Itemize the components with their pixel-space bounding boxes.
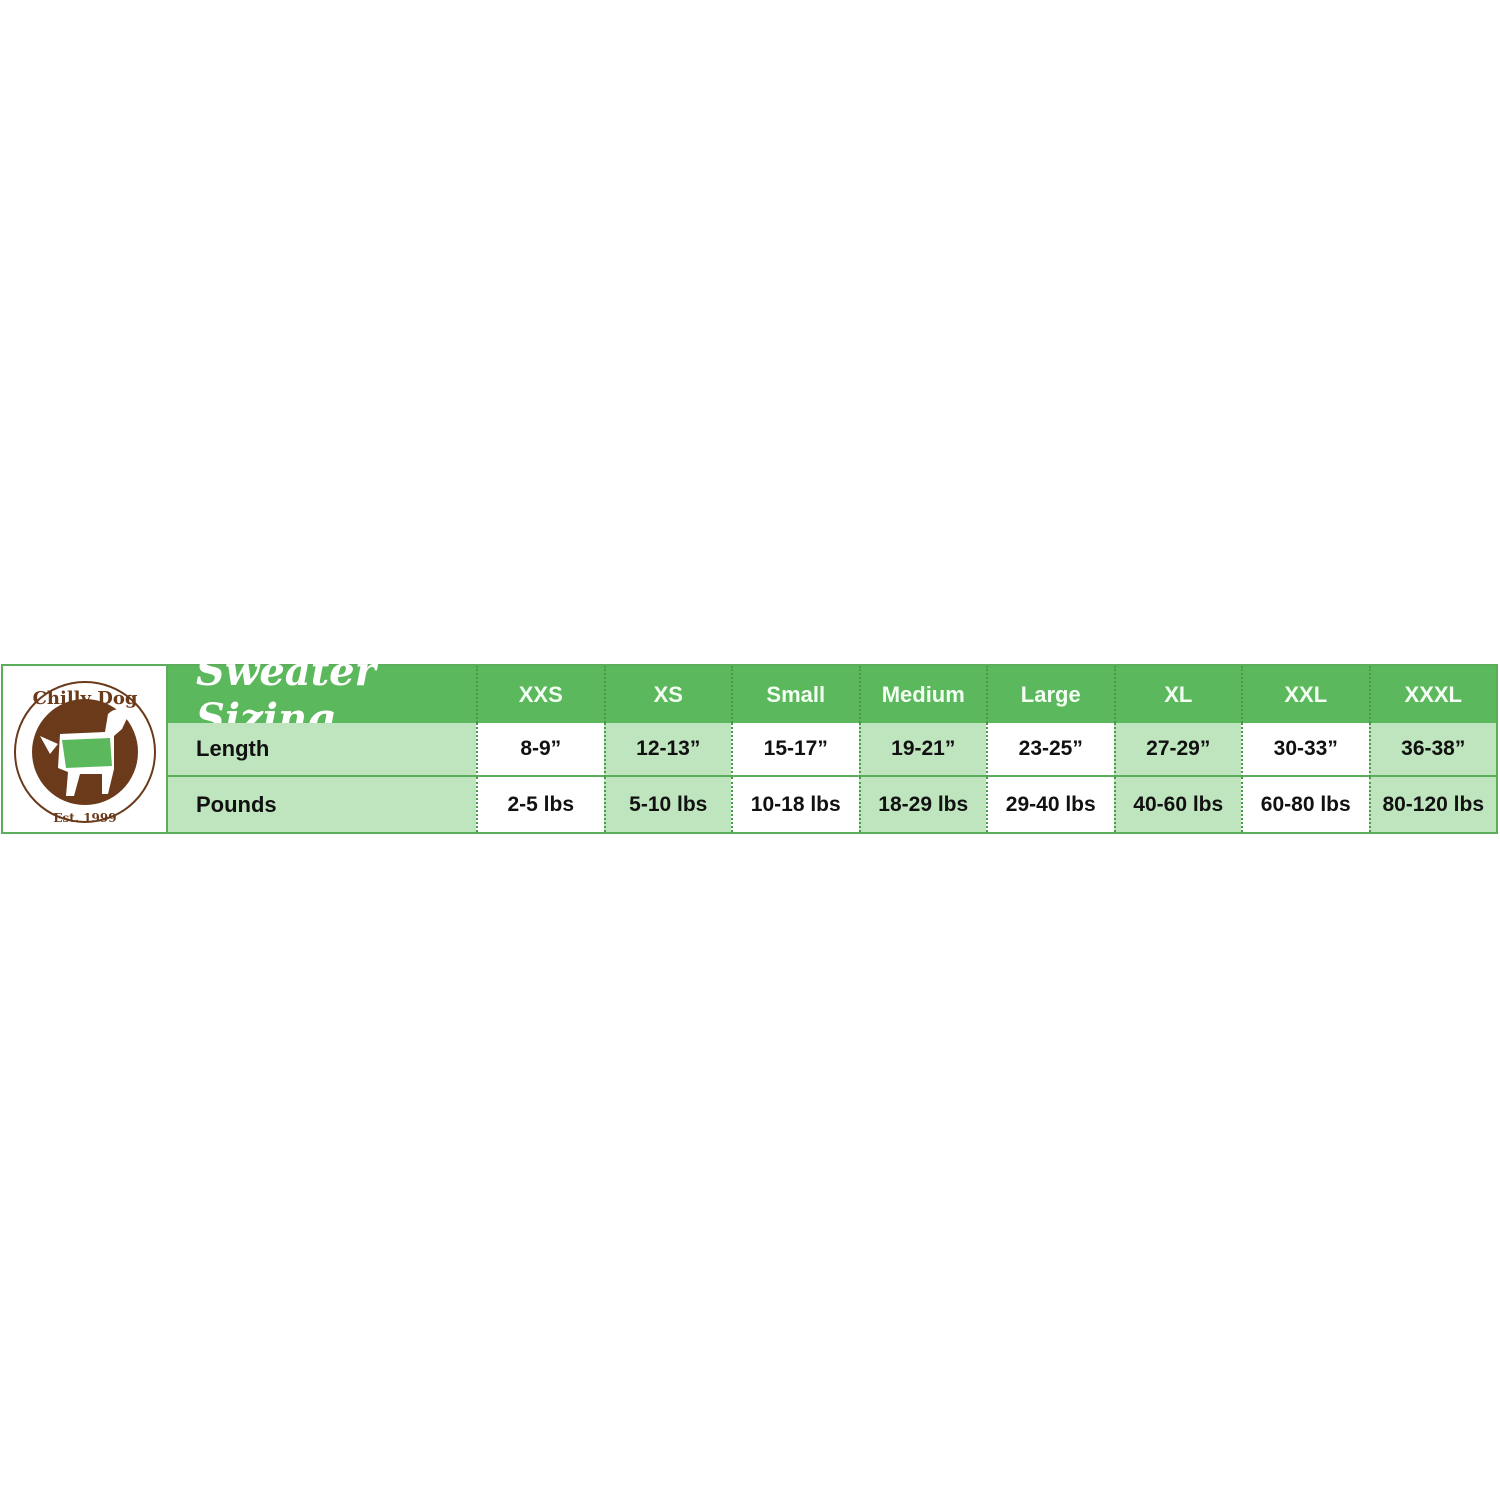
table-cell: 60-80 lbs xyxy=(1241,777,1369,832)
logo-brand: Chilly Dog xyxy=(32,688,137,709)
sizing-chart: Chilly Dog Est. 1999 Sweater Sizing XXS X… xyxy=(1,648,1498,834)
table-cell: 12-13” xyxy=(603,723,731,777)
size-header: Large xyxy=(986,666,1114,723)
size-header: XXS xyxy=(476,666,604,723)
dog-logo-icon: Chilly Dog Est. 1999 xyxy=(13,681,156,824)
table-cell: 23-25” xyxy=(986,723,1114,777)
table-cell: 15-17” xyxy=(731,723,859,777)
table-cell: 30-33” xyxy=(1241,723,1369,777)
size-header: XS xyxy=(603,666,731,723)
size-header: Medium xyxy=(858,666,986,723)
table-cell: 5-10 lbs xyxy=(603,777,731,832)
logo-est: Est. 1999 xyxy=(53,811,116,824)
table-cell: 40-60 lbs xyxy=(1113,777,1241,832)
chart-title: Sweater Sizing xyxy=(168,648,476,742)
table-cell: 2-5 lbs xyxy=(476,777,604,832)
table-cell: 80-120 lbs xyxy=(1368,777,1496,832)
table-cell: 27-29” xyxy=(1113,723,1241,777)
size-header: Small xyxy=(731,666,859,723)
table-cell: 19-21” xyxy=(858,723,986,777)
row-label: Pounds xyxy=(168,777,476,832)
size-header: XL xyxy=(1113,666,1241,723)
row-label: Length xyxy=(168,723,476,777)
chilly-dog-logo: Chilly Dog Est. 1999 xyxy=(3,666,168,832)
table-cell: 18-29 lbs xyxy=(858,777,986,832)
size-header: XXXL xyxy=(1368,666,1496,723)
table-cell: 36-38” xyxy=(1368,723,1496,777)
size-header: XXL xyxy=(1241,666,1369,723)
table-cell: 8-9” xyxy=(476,723,604,777)
size-table: Sweater Sizing XXS XS Small Medium Large XL XX… xyxy=(168,648,1496,832)
table-cell: 10-18 lbs xyxy=(731,777,859,832)
table-cell: 29-40 lbs xyxy=(986,777,1114,832)
